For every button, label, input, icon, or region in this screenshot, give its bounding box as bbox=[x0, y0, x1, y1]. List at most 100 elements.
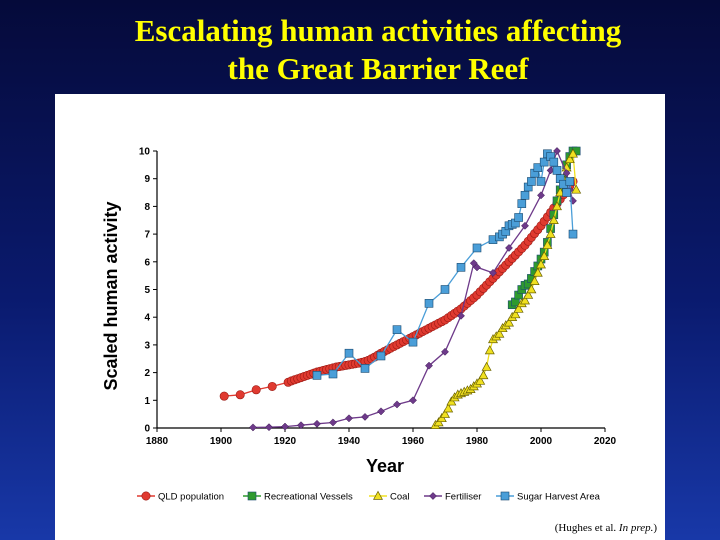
x-tick-label: 1920 bbox=[274, 436, 297, 447]
data-point bbox=[344, 348, 354, 358]
data-point bbox=[513, 303, 524, 313]
data-point bbox=[517, 199, 527, 208]
data-point bbox=[523, 289, 534, 299]
data-point bbox=[510, 309, 521, 319]
data-point bbox=[313, 419, 321, 428]
data-point bbox=[545, 228, 556, 238]
legend-item-coal: Coal bbox=[369, 490, 410, 503]
data-point bbox=[235, 390, 245, 400]
legend-item-sugar-harvest-area: Sugar Harvest Area bbox=[496, 492, 601, 503]
data-point bbox=[409, 396, 417, 405]
y-tick-label: 2 bbox=[144, 368, 150, 379]
data-point bbox=[568, 229, 578, 239]
title-line-1: Escalating human activities affecting bbox=[134, 13, 622, 48]
data-point bbox=[219, 391, 229, 401]
source-suffix: ) bbox=[653, 522, 657, 534]
data-point bbox=[553, 147, 561, 155]
y-tick-label: 9 bbox=[144, 174, 150, 185]
y-tick-label: 1 bbox=[144, 396, 150, 407]
data-point bbox=[456, 263, 466, 272]
line-chart: 0 1 2 3 4 5 6 7 8 9 10 1880 1900 1920 1940 1960 1980 2000… bbox=[101, 146, 617, 503]
x-tick-label: 1960 bbox=[402, 436, 425, 447]
y-tick-label: 3 bbox=[144, 340, 150, 351]
data-point bbox=[527, 177, 536, 186]
data-point bbox=[297, 421, 305, 430]
data-point bbox=[536, 259, 546, 269]
x-tick-label: 1880 bbox=[146, 436, 169, 447]
data-point bbox=[457, 311, 465, 320]
data-point bbox=[478, 370, 489, 380]
legend-marker bbox=[373, 490, 383, 500]
source-italic: In prep. bbox=[618, 522, 654, 534]
data-point bbox=[481, 361, 492, 371]
data-point bbox=[529, 275, 540, 285]
data-point bbox=[565, 177, 575, 186]
axes: 0 1 2 3 4 5 6 7 8 9 10 1880 1900 1920 1940 1960 1980 2000… bbox=[139, 147, 617, 448]
data-point bbox=[425, 361, 433, 370]
y-tick-label: 0 bbox=[144, 424, 150, 435]
x-tick-label: 1980 bbox=[466, 436, 489, 447]
legend-item-recreational-vessels: Recreational Vessels bbox=[243, 492, 353, 503]
data-point bbox=[360, 364, 370, 373]
data-point bbox=[564, 153, 575, 164]
data-point bbox=[539, 157, 549, 167]
data-point bbox=[484, 345, 495, 355]
series-line-coal bbox=[434, 151, 577, 426]
data-point bbox=[281, 422, 289, 431]
x-tick-label: 1900 bbox=[210, 436, 233, 447]
data-point bbox=[542, 239, 553, 249]
y-tick-label: 5 bbox=[144, 285, 150, 296]
y-tick-label: 7 bbox=[144, 230, 150, 241]
data-point bbox=[376, 351, 386, 361]
data-point bbox=[494, 328, 505, 338]
x-tick-label: 1940 bbox=[338, 436, 361, 447]
x-axis-label: Year bbox=[366, 456, 404, 476]
legend-item-fertiliser: Fertiliser bbox=[424, 492, 481, 503]
data-point bbox=[539, 250, 550, 261]
data-point bbox=[393, 400, 401, 409]
data-point bbox=[441, 347, 449, 356]
data-point bbox=[489, 268, 497, 277]
legend-label: Sugar Harvest Area bbox=[517, 492, 601, 503]
y-tick-label: 10 bbox=[139, 147, 151, 158]
data-point bbox=[562, 188, 571, 197]
legend-label: Fertiliser bbox=[445, 492, 481, 503]
data-point bbox=[552, 166, 562, 175]
data-point bbox=[328, 369, 338, 379]
data-point bbox=[568, 148, 578, 158]
y-tick-label: 8 bbox=[144, 202, 150, 213]
data-point bbox=[267, 381, 277, 391]
data-point bbox=[424, 299, 434, 308]
data-point bbox=[520, 191, 530, 200]
data-point bbox=[505, 243, 513, 252]
data-point bbox=[329, 418, 337, 427]
chart-panel: 0 1 2 3 4 5 6 7 8 9 10 1880 1900 1920 1940 1960 1980 2000… bbox=[55, 94, 665, 540]
data-point bbox=[345, 414, 353, 423]
data-point bbox=[392, 325, 402, 334]
data-point bbox=[504, 317, 514, 327]
data-point bbox=[571, 184, 582, 194]
data-point bbox=[251, 385, 261, 395]
data-point bbox=[265, 423, 273, 432]
data-point bbox=[443, 403, 454, 413]
y-tick-label: 4 bbox=[144, 313, 150, 324]
source-citation: (Hughes et al. In prep.) bbox=[555, 522, 657, 534]
series-sugar-harvest-area bbox=[312, 149, 578, 380]
data-point bbox=[514, 213, 523, 222]
data-point bbox=[312, 371, 322, 380]
legend-label: Coal bbox=[390, 492, 410, 503]
legend-item-qld-population: QLD population bbox=[137, 491, 224, 503]
data-point bbox=[533, 163, 543, 172]
series-coal bbox=[430, 148, 582, 429]
y-axis-label: Scaled human activity bbox=[101, 201, 121, 390]
legend-marker bbox=[141, 491, 151, 501]
y-tick-label: 6 bbox=[144, 257, 150, 268]
data-point bbox=[552, 201, 562, 211]
series-group bbox=[219, 146, 582, 432]
data-point bbox=[526, 284, 537, 294]
title-line-2: the Great Barrier Reef bbox=[227, 51, 529, 86]
data-point bbox=[520, 295, 530, 305]
legend-label: Recreational Vessels bbox=[264, 492, 353, 503]
legend-marker bbox=[429, 492, 437, 500]
legend: QLD population Recreational Vessels Coal Fe… bbox=[137, 490, 601, 503]
